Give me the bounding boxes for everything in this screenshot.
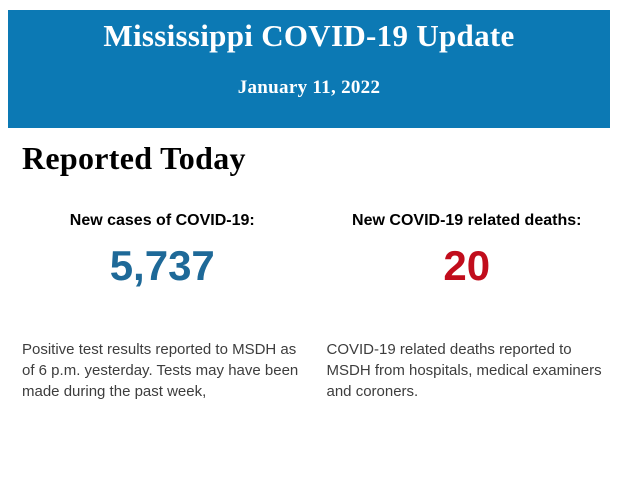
stat-new-deaths: New COVID-19 related deaths: 20 COVID-19… [327,212,608,402]
newsletter-title: Mississippi COVID-19 Update [103,18,515,53]
content-area: Reported Today New cases of COVID-19: 5,… [22,140,607,402]
stat-new-cases: New cases of COVID-19: 5,737 Positive te… [22,212,303,402]
section-heading: Reported Today [22,140,246,176]
new-deaths-description: COVID-19 related deaths reported to MSDH… [326,341,602,400]
newsletter-date: January 11, 2022 [237,77,381,98]
new-deaths-label: New COVID-19 related deaths: [352,212,582,229]
header-banner: Mississippi COVID-19 Update January 11, … [8,10,610,128]
stats-row: New cases of COVID-19: 5,737 Positive te… [22,212,607,402]
new-cases-value: 5,737 [109,242,215,289]
new-cases-description: Positive test results reported to MSDH a… [22,341,299,400]
new-deaths-value: 20 [443,242,491,289]
new-cases-label: New cases of COVID-19: [69,212,255,229]
